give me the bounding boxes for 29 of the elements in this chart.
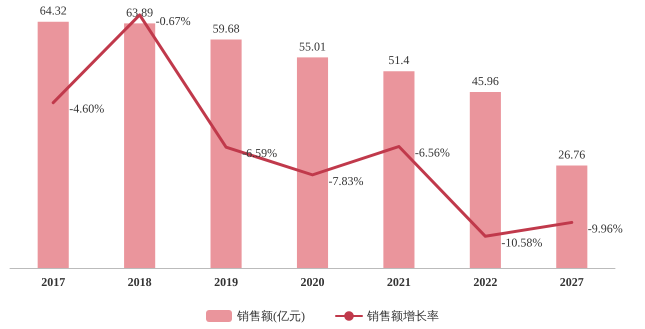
data-label: 55.01 — [299, 39, 326, 54]
data-label: 63.89 — [126, 5, 154, 20]
data-label: 64.32 — [40, 4, 67, 18]
legend-label: 销售额增长率 — [366, 309, 439, 323]
x-tick-label: 2022 — [473, 275, 498, 289]
data-label: -0.67% — [156, 14, 191, 28]
x-tick-label: 2018 — [128, 275, 152, 289]
x-tick-label: 2027 — [560, 275, 584, 289]
data-label: 26.76 — [558, 148, 586, 162]
data-label: -4.60% — [69, 102, 104, 116]
legend-label: 销售额(亿元) — [236, 309, 306, 323]
x-tick-label: 2017 — [41, 275, 66, 289]
bar — [470, 92, 501, 268]
bar — [38, 22, 69, 268]
data-label: -9.96% — [588, 221, 623, 236]
bar — [296, 57, 328, 268]
data-label: 59.68 — [212, 22, 240, 36]
x-tick-label: 2019 — [214, 275, 238, 289]
bar — [383, 71, 414, 268]
data-label: -10.58% — [501, 235, 542, 250]
bar — [556, 166, 588, 268]
bar — [124, 23, 156, 268]
bar — [210, 40, 242, 268]
x-tick-label: 2020 — [300, 275, 324, 289]
x-tick-label: 2021 — [386, 275, 411, 289]
data-label: -7.83% — [328, 174, 364, 188]
data-label: -6.56% — [414, 146, 450, 160]
data-label: 45.96 — [472, 74, 499, 88]
data-label: 51.4 — [388, 53, 410, 68]
